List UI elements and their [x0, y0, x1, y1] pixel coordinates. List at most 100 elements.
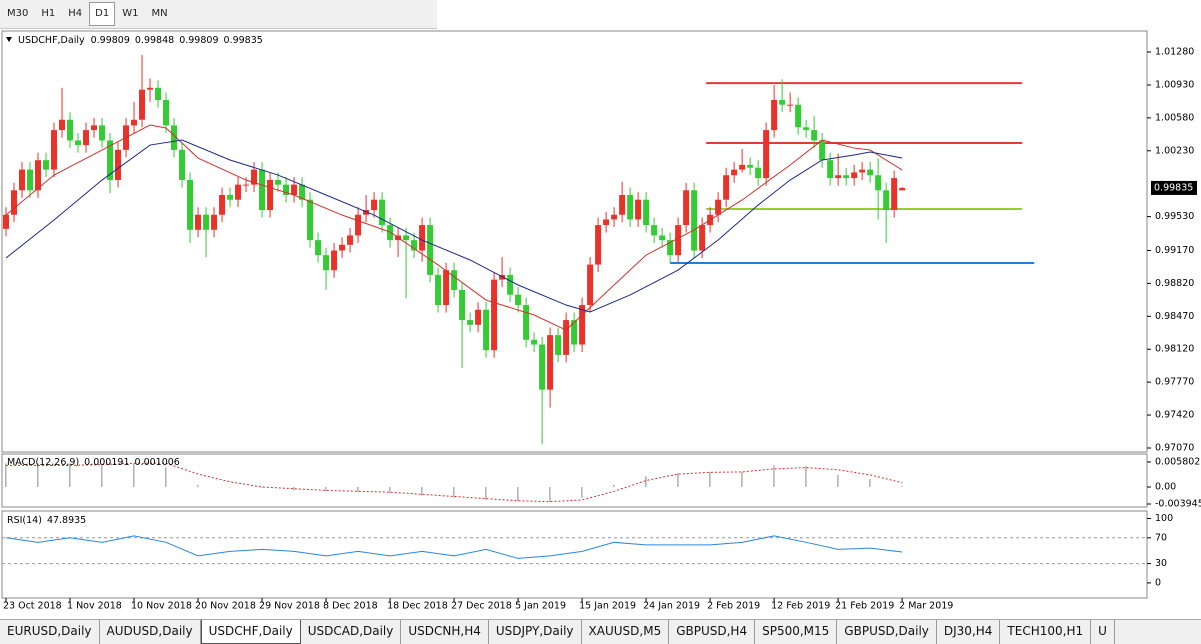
candle-body: [267, 179, 274, 211]
macd-header: MACD(12,26,9) 0.000191 0.001006: [7, 457, 180, 468]
chart-tab[interactable]: USDCNH,H4: [401, 620, 489, 644]
y-tick-label: 1.00930: [1155, 79, 1194, 90]
x-tick-label: 5 Jan 2019: [515, 601, 566, 612]
candle-body: [347, 235, 354, 245]
macd-histogram-bar: [485, 486, 487, 500]
chart-tab[interactable]: AUDUSD,Daily: [100, 620, 201, 644]
candle-body: [419, 225, 426, 251]
timeframe-button[interactable]: W1: [122, 8, 139, 19]
chart-tab[interactable]: U: [1091, 620, 1115, 644]
candle-body: [659, 235, 666, 241]
chart-tab[interactable]: XAUUSD,M5: [582, 620, 670, 644]
rsi-value: 47.8935: [47, 515, 86, 526]
macd-histogram-bar: [133, 463, 135, 487]
candle-body: [715, 199, 722, 215]
rsi-panel: [1, 510, 1148, 599]
candle-body: [227, 194, 234, 200]
candle-body: [251, 169, 258, 185]
candle-body: [51, 130, 58, 170]
candle-body: [11, 190, 18, 215]
candle-body: [19, 169, 26, 191]
candle-body: [291, 184, 298, 195]
chart-tab[interactable]: GBPUSD,H4: [669, 620, 756, 644]
timeframe-button[interactable]: H1: [41, 8, 56, 19]
header-low: 0.99809: [179, 35, 218, 46]
macd-histogram-bar: [325, 486, 327, 492]
candle-body: [299, 184, 306, 200]
rsi-line: [5, 535, 903, 559]
chart-tab[interactable]: USDJPY,Daily: [489, 620, 582, 644]
chart-window: 1.01280 1.00930 1.00580 1.00230 0.99530 0.991…: [1, 30, 1201, 612]
chart-tab[interactable]: USDCHF,Daily: [200, 620, 301, 644]
candle-body: [131, 119, 138, 126]
chart-tab[interactable]: EURUSD,Daily: [0, 620, 100, 644]
candle-body: [683, 190, 690, 226]
macd-histogram-bar: [357, 486, 359, 493]
y-tick-label: 0.98820: [1155, 278, 1194, 289]
candle-body: [43, 160, 50, 170]
chart-tab[interactable]: USDCAD,Daily: [301, 620, 402, 644]
macd-histogram-bar: [805, 466, 807, 487]
candle-body: [27, 169, 34, 191]
macd-histogram-bar: [837, 474, 839, 487]
x-tick-label: 8 Dec 2018: [323, 601, 378, 612]
candle-body: [699, 225, 706, 251]
candle-body: [451, 270, 458, 290]
candle-body: [107, 140, 114, 180]
chart-tab[interactable]: GBPUSD,Daily: [837, 620, 937, 644]
x-tick-label: 2 Mar 2019: [899, 601, 953, 612]
macd-histogram-bar: [421, 486, 423, 496]
timeframe-button[interactable]: M30: [7, 8, 29, 19]
macd-histogram-bar: [549, 486, 551, 503]
price-label-box: [1151, 180, 1197, 195]
candle-body: [787, 104, 794, 106]
candle-body: [835, 175, 842, 179]
header-high: 0.99848: [135, 35, 174, 46]
chart-tab[interactable]: SP500,M15: [755, 620, 838, 644]
candle-body: [155, 87, 162, 100]
y-tick-label: 0.00: [1155, 481, 1176, 492]
chart-tab[interactable]: TECH100,H1: [1000, 620, 1092, 644]
candle-body: [739, 164, 746, 170]
candle-body: [323, 255, 330, 271]
collapse-arrow[interactable]: [6, 37, 12, 42]
x-tick-label: 23 Oct 2018: [3, 601, 62, 612]
macd-histogram-bar: [69, 463, 71, 487]
candle-body: [483, 309, 490, 351]
macd-histogram-bar: [741, 471, 743, 487]
y-tick-label: 0.97070: [1155, 442, 1194, 453]
candle-body: [171, 125, 178, 150]
candle-body: [163, 99, 170, 126]
candle-body: [635, 199, 642, 220]
macd-histogram-bar: [645, 476, 647, 487]
candle-body: [91, 125, 98, 131]
chart-tab[interactable]: DJ30,H4: [937, 620, 1001, 644]
header-open: 0.99809: [91, 35, 130, 46]
candle-body: [75, 140, 82, 146]
macd-histogram-bar: [453, 486, 455, 498]
x-tick-label: 10 Nov 2018: [131, 601, 192, 612]
rsi-title: RSI(14): [7, 515, 42, 526]
macd-title: MACD(12,26,9): [7, 457, 79, 468]
timeframe-button[interactable]: D1: [89, 2, 116, 26]
candle-body: [827, 160, 834, 179]
macd-histogram-bar: [229, 486, 231, 488]
x-tick-label: 21 Feb 2019: [835, 601, 894, 612]
candle-body: [899, 187, 906, 191]
y-tick-label: 30: [1155, 558, 1167, 569]
macd-histogram-bar: [517, 486, 519, 502]
chart-tabs: EURUSD,Daily AUDUSD,Daily USDCHF,Daily USDC…: [0, 619, 1201, 644]
candle-body: [475, 309, 482, 325]
candle-body: [539, 344, 546, 390]
candle-body: [355, 214, 362, 236]
timeframe-button[interactable]: MN: [151, 8, 168, 19]
timeframe-button[interactable]: H4: [68, 8, 83, 19]
candle-body: [187, 179, 194, 230]
y-tick-label: 0.97770: [1155, 377, 1194, 388]
macd-histogram-bar: [101, 465, 103, 487]
candle-body: [499, 274, 506, 280]
candle-body: [691, 190, 698, 251]
y-tick-label: 0.005802: [1155, 456, 1200, 467]
candle-body: [195, 214, 202, 230]
candle-body: [99, 125, 106, 141]
